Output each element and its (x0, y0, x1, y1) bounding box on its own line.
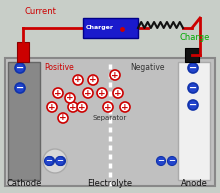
Text: +: + (114, 89, 122, 97)
Circle shape (15, 83, 25, 93)
Text: Electrolyte: Electrolyte (87, 179, 133, 188)
Text: +: + (66, 93, 74, 102)
Text: Negative: Negative (130, 63, 165, 72)
Text: +: + (74, 75, 82, 85)
Text: +: + (69, 102, 77, 112)
Text: −: − (46, 157, 53, 166)
Circle shape (55, 157, 64, 166)
Text: +: + (48, 102, 56, 112)
Text: −: − (169, 157, 176, 166)
Circle shape (167, 157, 176, 166)
Text: Charger: Charger (86, 25, 114, 30)
Text: +: + (89, 75, 97, 85)
Circle shape (77, 102, 87, 112)
Circle shape (188, 63, 198, 73)
Text: −: − (158, 157, 165, 166)
Circle shape (97, 88, 107, 98)
Circle shape (44, 157, 53, 166)
Circle shape (83, 88, 93, 98)
Text: +: + (54, 89, 62, 97)
Text: +: + (78, 102, 86, 112)
Circle shape (15, 63, 25, 73)
Bar (178, 62, 210, 180)
Text: +: + (84, 89, 92, 97)
Text: −: − (57, 157, 64, 166)
Text: Separator: Separator (93, 115, 127, 121)
Circle shape (188, 100, 198, 110)
Text: Positive: Positive (44, 63, 74, 72)
Circle shape (43, 149, 67, 173)
Text: Charge: Charge (180, 34, 210, 42)
Circle shape (103, 102, 113, 112)
Text: +: + (111, 70, 119, 80)
Bar (17, 42, 29, 62)
Text: +: + (121, 102, 129, 112)
Circle shape (88, 75, 98, 85)
Bar (83, 18, 138, 38)
Bar (185, 48, 199, 62)
Text: −: − (16, 83, 24, 93)
Bar (5, 58, 215, 186)
Text: +: + (59, 113, 67, 123)
Circle shape (188, 83, 198, 93)
Text: +: + (104, 102, 112, 112)
Circle shape (110, 70, 120, 80)
Text: +: + (98, 89, 106, 97)
Text: −: − (57, 157, 64, 166)
Circle shape (57, 157, 66, 166)
Circle shape (58, 113, 68, 123)
Circle shape (47, 102, 57, 112)
Circle shape (46, 157, 55, 166)
Circle shape (68, 102, 78, 112)
Text: Anode: Anode (181, 179, 207, 188)
Circle shape (73, 75, 83, 85)
Circle shape (120, 102, 130, 112)
Circle shape (65, 93, 75, 103)
Text: −: − (189, 100, 197, 110)
Text: Current: Current (24, 8, 56, 16)
Circle shape (53, 88, 63, 98)
Circle shape (156, 157, 165, 166)
Text: −: − (46, 157, 53, 166)
Text: −: − (189, 63, 197, 73)
Circle shape (113, 88, 123, 98)
Text: −: − (16, 63, 24, 73)
Bar (8, 62, 40, 180)
Text: Cathode: Cathode (6, 179, 42, 188)
Text: −: − (189, 83, 197, 93)
